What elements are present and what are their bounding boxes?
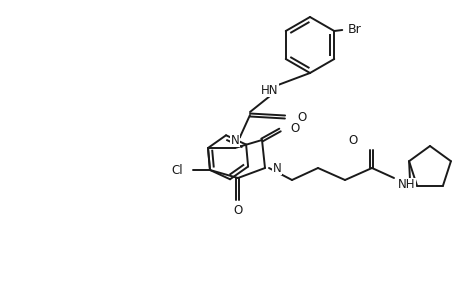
Text: HN: HN (261, 83, 278, 97)
Text: N: N (272, 161, 281, 175)
Text: Cl: Cl (171, 164, 183, 176)
Text: O: O (348, 134, 357, 146)
Text: N: N (230, 134, 239, 146)
Text: NH: NH (397, 178, 414, 191)
Text: O: O (233, 203, 242, 217)
Text: O: O (297, 110, 306, 124)
Text: O: O (289, 122, 299, 134)
Text: Br: Br (347, 22, 361, 35)
